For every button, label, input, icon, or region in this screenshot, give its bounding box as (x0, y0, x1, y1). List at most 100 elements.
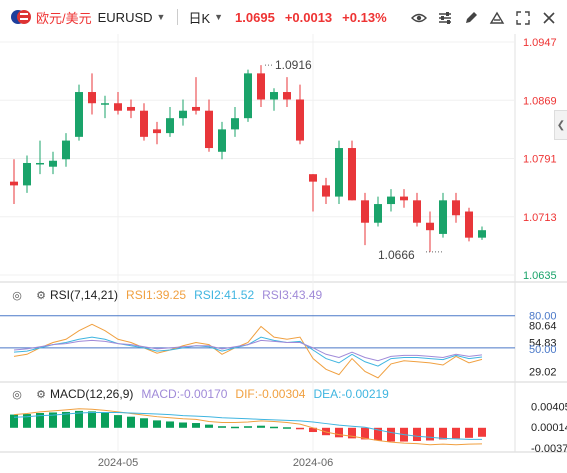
timeframe-selector[interactable]: 日K (188, 10, 211, 26)
fullscreen-icon[interactable] (513, 8, 533, 28)
pen-icon[interactable] (461, 8, 481, 28)
macd-histogram-bar (413, 427, 421, 442)
candle-body (192, 106, 200, 111)
delete-icon[interactable] (487, 8, 507, 28)
candle-body (244, 73, 252, 119)
candle-body (270, 92, 278, 100)
macd-histogram-bar (114, 415, 122, 428)
rsi-tick-label: 54.83 (529, 338, 557, 350)
eye-icon[interactable]: ◎ (12, 289, 22, 302)
macd-histogram-bar (361, 427, 369, 440)
low-label: 1.0666 (378, 248, 415, 262)
macd-histogram-bar (49, 412, 57, 428)
macd-histogram-bar (192, 423, 200, 428)
rsi-header: ◎ ⚙ RSI(7,14,21) RSI1:39.25 RSI2:41.52 R… (0, 286, 322, 304)
chart-header: 欧元/美元 EURUSD ▼ 日K ▼ 1.0695 +0.0013 +0.13… (0, 0, 567, 34)
price-tick-label: 1.0869 (523, 95, 557, 107)
macd-histogram-bar (218, 426, 226, 428)
candle-body (400, 196, 408, 201)
candle-body (283, 92, 291, 100)
candle-body (166, 118, 174, 134)
chevron-down-icon[interactable]: ▼ (214, 12, 224, 22)
candle-body (75, 92, 83, 137)
candle-body (478, 230, 486, 238)
sliders-icon[interactable] (435, 8, 455, 28)
macd-title: MACD(12,26,9) (50, 387, 134, 401)
collapse-panel-button[interactable]: ❮ (554, 110, 567, 140)
macd-histogram-bar (153, 420, 161, 428)
rsi2-value: RSI2:41.52 (194, 288, 255, 302)
candle-body (413, 200, 421, 223)
macd-value: MACD:-0.00170 (141, 387, 228, 401)
settings-icon[interactable]: ⚙ (36, 289, 46, 302)
divider (177, 9, 179, 25)
candle-body (296, 99, 304, 141)
rsi3-value: RSI3:43.49 (262, 288, 323, 302)
candle-body (465, 211, 473, 238)
candle-body (62, 140, 70, 160)
high-label: 1.0916 (275, 58, 312, 72)
macd-histogram-bar (270, 426, 278, 429)
candle-body (179, 110, 187, 119)
candle-body (387, 196, 395, 205)
macd-histogram-bar (257, 425, 265, 428)
macd-histogram-bar (101, 412, 109, 428)
price-change: +0.0013 (284, 9, 333, 25)
rsi-tick-label: 29.02 (529, 366, 557, 378)
date-tick-label: 2024-06 (293, 457, 333, 469)
candle-body (335, 148, 343, 197)
dif-value: DIF:-0.00304 (235, 387, 306, 401)
macd-tick-label: 0.00014 (531, 422, 567, 434)
eye-icon[interactable]: ◎ (12, 388, 22, 401)
macd-histogram-bar (309, 427, 317, 433)
symbol-code[interactable]: EURUSD (97, 9, 153, 25)
macd-histogram-bar (244, 426, 252, 428)
macd-histogram-bar (335, 427, 343, 438)
candle-body (231, 118, 239, 130)
candle-body (36, 162, 44, 165)
close-icon[interactable] (539, 8, 559, 28)
macd-tick-label: -0.00377 (531, 443, 567, 455)
candle-body (309, 174, 317, 182)
settings-icon[interactable]: ⚙ (36, 388, 46, 401)
macd-series-line-1 (13, 408, 483, 446)
candle-body (23, 162, 31, 186)
candle-body (426, 222, 434, 231)
candle-body (10, 181, 18, 186)
rsi-tick-label: 80.00 (529, 311, 557, 323)
macd-histogram-bar (387, 427, 395, 442)
chevron-down-icon[interactable]: ▼ (156, 12, 166, 22)
candle-body (218, 129, 226, 152)
macd-histogram-bar (452, 427, 460, 439)
rsi-tick-label: 80.64 (529, 320, 557, 332)
macd-histogram-bar (426, 427, 434, 441)
candle-body (322, 185, 330, 197)
macd-histogram-bar (478, 427, 486, 437)
macd-histogram-bar (205, 424, 213, 428)
eu-us-flag-icon (10, 9, 32, 25)
candle-body (101, 103, 109, 105)
macd-histogram-bar (374, 427, 382, 441)
price-tick-label: 1.0947 (523, 37, 557, 49)
symbol-cn[interactable]: 欧元/美元 (36, 10, 92, 26)
macd-histogram-bar (140, 418, 148, 428)
macd-histogram-bar (23, 414, 31, 428)
candle-body (361, 200, 369, 223)
eye-icon[interactable] (409, 8, 429, 28)
price-tick-label: 1.0791 (523, 154, 557, 166)
rsi-series-line-1 (13, 323, 483, 379)
macd-histogram-bar (439, 427, 447, 440)
macd-histogram-bar (36, 412, 44, 428)
price-tick-label: 1.0713 (523, 212, 557, 224)
macd-histogram-bar (166, 421, 174, 428)
macd-histogram-bar (88, 411, 96, 428)
macd-histogram-bar (465, 427, 473, 438)
macd-header: ◎ ⚙ MACD(12,26,9) MACD:-0.00170 DIF:-0.0… (0, 385, 389, 403)
rsi-series-line-3 (13, 339, 483, 362)
macd-histogram-bar (127, 416, 135, 428)
macd-histogram-bar (283, 427, 291, 429)
toolbar (409, 8, 559, 28)
macd-histogram-bar (10, 414, 18, 428)
